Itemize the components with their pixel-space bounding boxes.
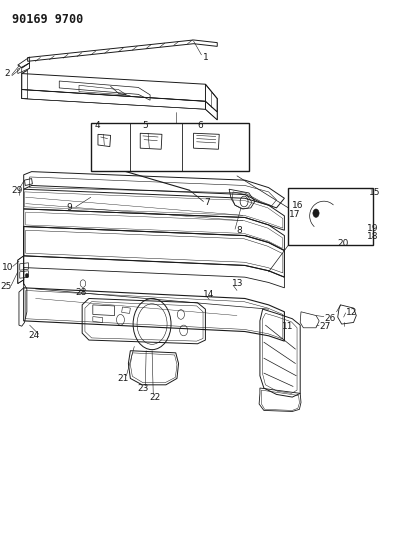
Text: 21: 21 (118, 374, 129, 383)
Text: 20: 20 (338, 239, 349, 247)
Text: 13: 13 (232, 279, 244, 288)
Text: 24: 24 (28, 332, 40, 340)
Circle shape (313, 209, 319, 217)
Text: 16: 16 (292, 201, 303, 210)
Text: 8: 8 (236, 227, 242, 235)
Text: 14: 14 (203, 290, 215, 298)
Text: 12: 12 (346, 309, 357, 317)
Text: 3: 3 (176, 133, 182, 142)
Text: 10: 10 (2, 263, 13, 272)
Text: 23: 23 (137, 384, 149, 392)
Text: 11: 11 (282, 322, 293, 330)
Text: 2: 2 (4, 69, 9, 78)
Text: 29: 29 (11, 187, 23, 195)
Text: 90169 9700: 90169 9700 (12, 13, 83, 26)
Text: 19: 19 (367, 224, 378, 232)
Text: 18: 18 (367, 232, 378, 241)
Text: 15: 15 (369, 189, 381, 197)
Text: 1: 1 (203, 53, 209, 62)
Text: 17: 17 (289, 210, 301, 219)
Text: 28: 28 (75, 288, 87, 296)
Circle shape (25, 273, 28, 278)
Text: 25: 25 (1, 282, 12, 291)
Text: 6: 6 (198, 121, 203, 130)
Text: 27: 27 (319, 322, 331, 330)
Text: 22: 22 (149, 393, 160, 401)
Bar (288, 188, 373, 245)
Text: 5: 5 (142, 121, 148, 130)
Text: 4: 4 (95, 121, 100, 130)
Bar (91, 123, 249, 171)
Text: 9: 9 (66, 204, 72, 212)
Text: 26: 26 (324, 314, 335, 322)
Text: 7: 7 (205, 198, 211, 207)
